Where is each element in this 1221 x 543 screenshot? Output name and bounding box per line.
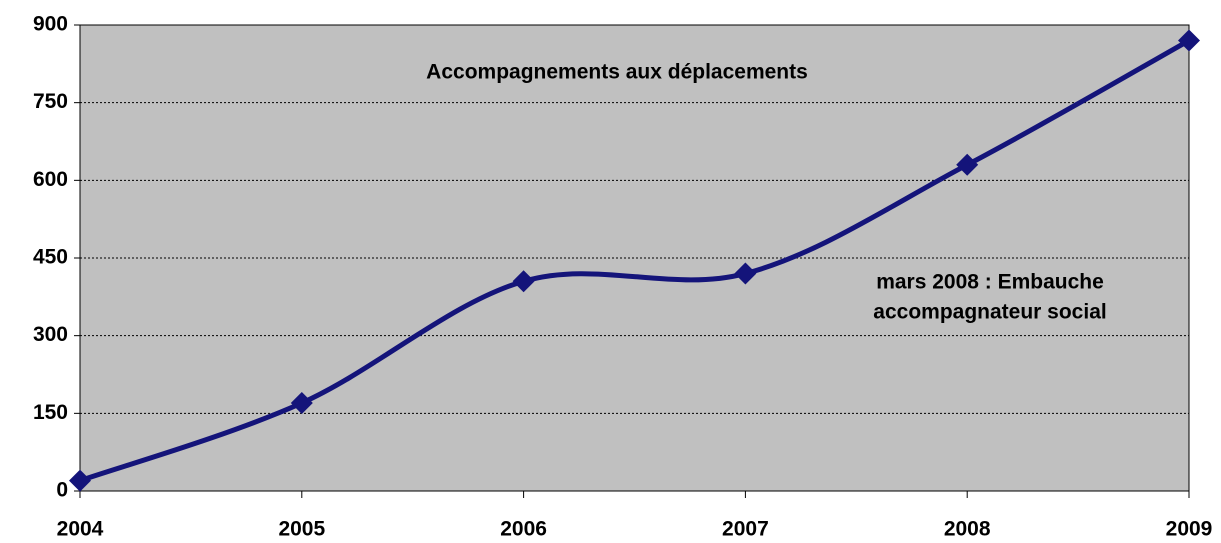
plot-area xyxy=(79,24,1190,492)
y-tick-label: 600 xyxy=(33,168,68,191)
x-tick-label: 2004 xyxy=(57,518,104,541)
chart-title: Accompagnements aux déplacements xyxy=(426,61,808,84)
marker xyxy=(734,262,757,285)
y-tick-label: 150 xyxy=(33,401,68,424)
x-tick-label: 2005 xyxy=(278,518,325,541)
marker xyxy=(290,391,313,414)
y-tick-label: 450 xyxy=(33,246,68,269)
series-line xyxy=(79,38,1191,484)
x-tick-label: 2006 xyxy=(500,518,547,541)
x-tick-label: 2008 xyxy=(944,518,991,541)
x-tick-label: 2007 xyxy=(722,518,769,541)
y-tick-label: 0 xyxy=(56,479,68,502)
annotation: mars 2008 : Embauche xyxy=(876,271,1104,294)
y-tick-label: 750 xyxy=(33,90,68,113)
y-tick-label: 300 xyxy=(33,323,68,346)
marker xyxy=(69,469,91,492)
marker xyxy=(956,153,979,176)
x-tick-label: 2009 xyxy=(1166,518,1213,541)
marker xyxy=(1178,29,1200,52)
marker xyxy=(512,270,535,293)
y-tick-label: 900 xyxy=(33,13,68,36)
annotation: accompagnateur social xyxy=(873,301,1106,324)
